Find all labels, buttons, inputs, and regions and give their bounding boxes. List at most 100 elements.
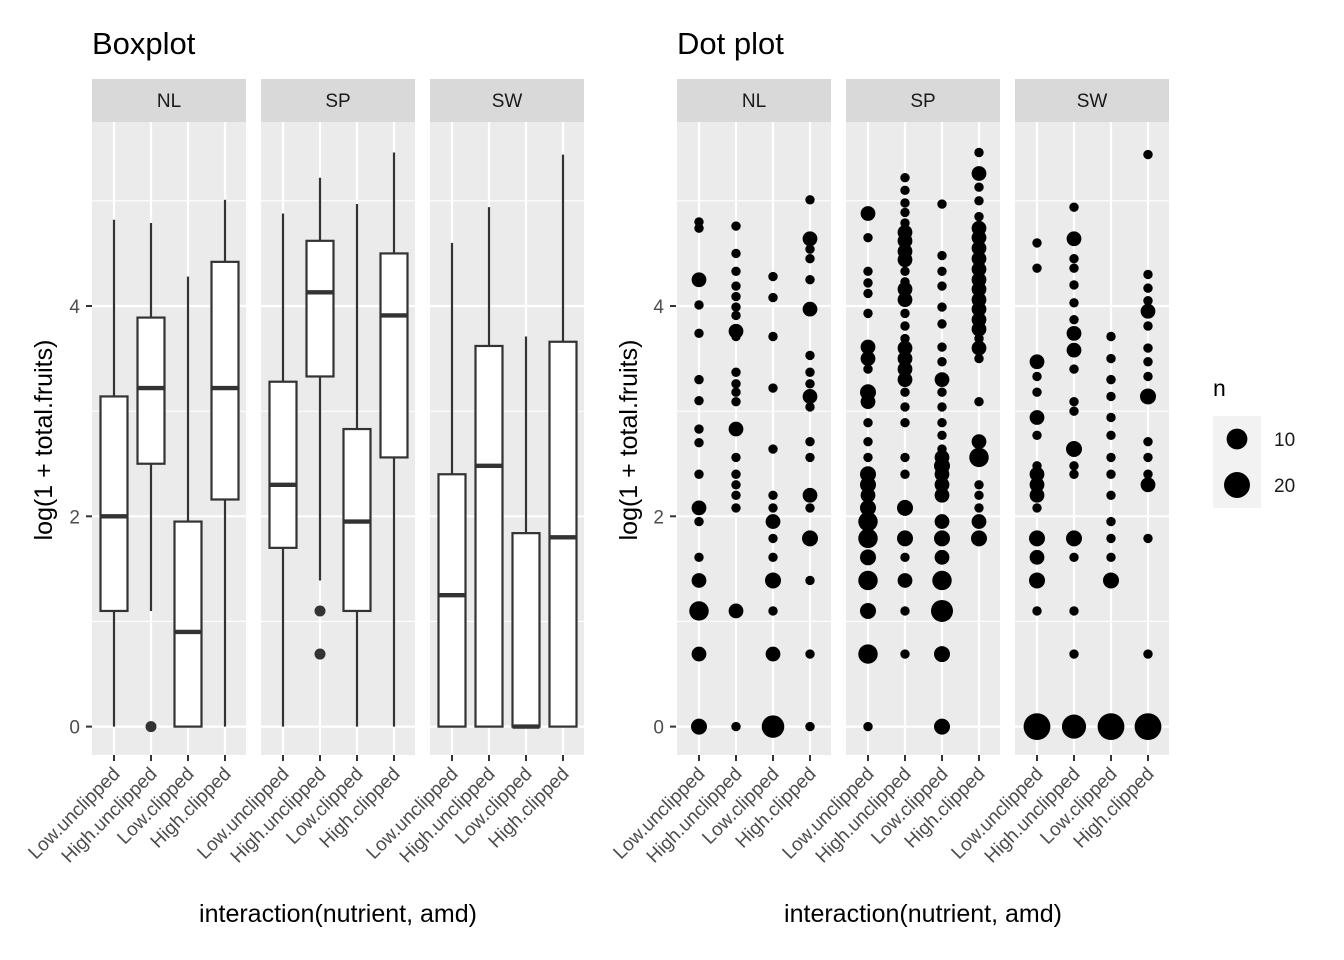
dot-point — [805, 402, 815, 412]
dot-point — [1106, 374, 1116, 385]
dot-point — [934, 718, 950, 735]
box-outlier — [145, 721, 157, 733]
dot-point — [897, 351, 913, 366]
dot-point — [1103, 572, 1119, 589]
dot-point — [934, 549, 950, 565]
dot-point — [802, 301, 818, 317]
dot-point — [805, 350, 815, 361]
dot-point — [1143, 321, 1153, 331]
dot-point — [897, 233, 913, 249]
dot-y-tick-label: 4 — [653, 297, 664, 318]
dot-point — [1023, 713, 1051, 741]
dot-point — [937, 281, 947, 291]
box-body — [548, 340, 578, 728]
dot-point — [900, 185, 910, 196]
legend-label-20: 20 — [1274, 476, 1295, 497]
dot-point — [974, 147, 984, 158]
dot-point — [969, 447, 989, 468]
dot-point — [900, 266, 910, 277]
dot-point — [863, 278, 873, 288]
dot-point — [860, 499, 876, 516]
dot-point — [971, 514, 987, 529]
dot-point — [694, 223, 704, 233]
box-outlier — [314, 648, 326, 660]
legend-title: n — [1213, 375, 1226, 401]
dot-point — [691, 272, 707, 288]
dot-point — [900, 308, 910, 319]
dot-point — [694, 300, 704, 310]
dot-point — [858, 570, 878, 591]
dot-point — [694, 552, 704, 563]
dot-point — [1069, 606, 1079, 616]
dot-point — [937, 402, 947, 412]
dot-point — [860, 206, 876, 221]
dot-point — [694, 516, 704, 527]
dot-point — [900, 606, 910, 616]
dot-point — [1143, 452, 1153, 463]
dot-point — [728, 603, 744, 619]
dot-point — [1032, 387, 1042, 397]
dot-point — [897, 340, 913, 356]
dot-point — [1106, 331, 1116, 342]
dot-point — [1143, 149, 1153, 160]
dot-point — [934, 372, 950, 388]
dot-point — [900, 207, 910, 218]
dot-point — [731, 469, 741, 479]
dot-point — [1029, 572, 1045, 589]
dot-point — [805, 503, 815, 513]
dot-point — [860, 602, 876, 619]
dot-point — [934, 487, 950, 503]
dot-point — [694, 395, 704, 406]
box-facet-label: SP — [325, 91, 350, 112]
dot-point — [1106, 412, 1116, 423]
dot-point — [805, 253, 815, 264]
dot-point — [691, 573, 707, 588]
dot-point — [691, 500, 707, 516]
dot-point — [858, 528, 878, 549]
dot-point — [897, 281, 913, 297]
dot-point — [731, 452, 741, 463]
dot-point — [731, 503, 741, 513]
box-body — [268, 380, 298, 549]
dot-point — [1029, 487, 1045, 503]
dot-point — [860, 476, 876, 493]
dot-point — [900, 452, 910, 463]
dot-point — [930, 599, 954, 622]
dot-point — [897, 292, 913, 308]
dot-point — [1029, 466, 1045, 482]
dot-point — [805, 452, 815, 463]
dot-point — [731, 281, 741, 291]
dot-point — [694, 374, 704, 385]
dot-point — [1143, 436, 1153, 447]
dot-point — [974, 490, 984, 500]
dot-point — [1066, 342, 1082, 358]
boxplot-x-axis-title: interaction(nutrient, amd) — [199, 900, 477, 928]
dot-point — [1143, 269, 1153, 280]
legend-dot-20 — [1224, 472, 1250, 498]
dot-point — [731, 248, 741, 259]
dot-point — [971, 301, 987, 317]
dot-point — [1106, 469, 1116, 479]
dot-point — [858, 511, 878, 532]
dot-point — [805, 649, 815, 659]
dot-facet-label: SP — [910, 91, 935, 112]
dot-point — [860, 339, 876, 355]
dot-point — [689, 601, 709, 621]
dot-point — [971, 281, 987, 297]
dot-point — [937, 418, 947, 428]
dot-point — [1069, 253, 1079, 264]
dot-point — [934, 466, 950, 482]
dot-point — [731, 480, 741, 490]
dot-y-tick-label: 0 — [653, 718, 664, 739]
dot-point — [731, 310, 741, 321]
dot-point — [731, 291, 741, 302]
dot-point — [1066, 530, 1082, 547]
dot-point — [971, 166, 987, 181]
dot-point — [768, 271, 778, 282]
dot-point — [974, 353, 984, 364]
dot-point — [934, 477, 950, 493]
dot-point — [1069, 202, 1079, 212]
dot-point — [900, 387, 910, 397]
dot-point — [1032, 263, 1042, 273]
dot-point — [858, 644, 878, 664]
